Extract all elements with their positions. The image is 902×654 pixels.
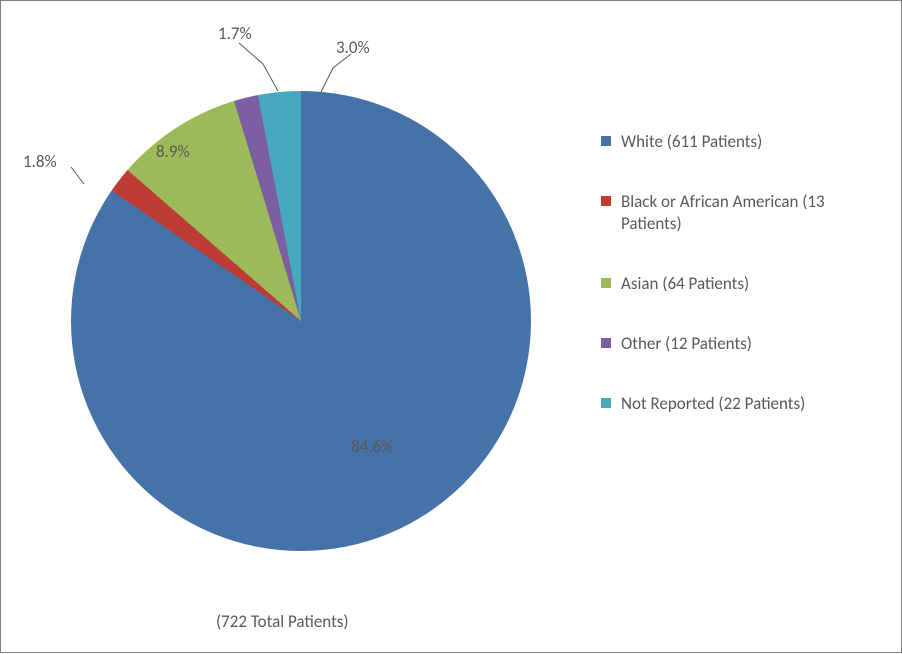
pie-graphic — [71, 91, 531, 551]
pie-chart — [71, 91, 531, 551]
legend-label: Asian (64 Patients) — [621, 273, 749, 295]
legend-label: Other (12 Patients) — [621, 333, 752, 355]
legend-label: White (611 Patients) — [621, 131, 762, 153]
slice-label-white: 84.6% — [351, 436, 393, 457]
legend: White (611 Patients) Black or African Am… — [601, 131, 881, 454]
legend-swatch — [601, 278, 611, 288]
slice-label-notreported: 3.0% — [336, 37, 370, 58]
legend-item-black: Black or African American (13 Patients) — [601, 191, 881, 235]
legend-swatch — [601, 398, 611, 408]
legend-swatch — [601, 338, 611, 348]
slice-label-asian: 8.9% — [156, 141, 190, 162]
slice-label-black: 1.8% — [23, 151, 57, 172]
slice-label-other: 1.7% — [218, 23, 252, 44]
total-patients-label: (722 Total Patients) — [216, 611, 349, 632]
legend-item-asian: Asian (64 Patients) — [601, 273, 881, 295]
legend-swatch — [601, 196, 611, 206]
legend-item-white: White (611 Patients) — [601, 131, 881, 153]
legend-item-other: Other (12 Patients) — [601, 333, 881, 355]
pie-chart-container: 84.6% 1.8% 8.9% 1.7% 3.0% White (611 Pat… — [0, 0, 902, 653]
legend-swatch — [601, 136, 611, 146]
legend-label: Black or African American (13 Patients) — [621, 191, 881, 235]
legend-item-notreported: Not Reported (22 Patients) — [601, 393, 881, 415]
legend-label: Not Reported (22 Patients) — [621, 393, 805, 415]
